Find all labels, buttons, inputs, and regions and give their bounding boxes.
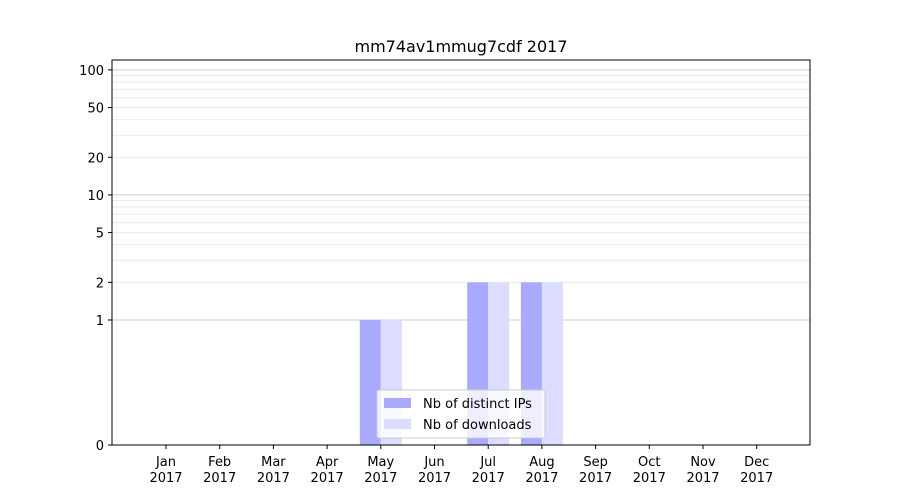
y-tick-label: 1 <box>96 314 104 329</box>
y-tick-label: 50 <box>87 102 104 117</box>
bar-distinct-ips <box>359 319 381 445</box>
legend-label-downloads: Nb of downloads <box>423 418 532 433</box>
y-tick-label: 100 <box>79 64 104 79</box>
y-tick-label: 10 <box>87 189 104 204</box>
x-tick-label-month: Jun <box>423 455 444 470</box>
x-tick-label-month: Dec <box>744 455 769 470</box>
legend: Nb of distinct IPs Nb of downloads <box>376 389 546 439</box>
x-tick-label-year: 2017 <box>149 471 182 486</box>
y-tick-label: 2 <box>96 276 104 291</box>
plot-frame <box>111 59 811 446</box>
x-tick-label-month: Apr <box>316 455 339 470</box>
x-tick-label-month: Mar <box>261 455 286 470</box>
x-tick-label-month: Jan <box>155 455 176 470</box>
x-tick-label-month: Aug <box>529 455 554 470</box>
legend-label-distinct-ips: Nb of distinct IPs <box>423 397 532 412</box>
x-axis: Jan2017Feb2017Mar2017Apr2017May2017Jun20… <box>149 445 773 486</box>
x-tick-label-year: 2017 <box>203 471 236 486</box>
y-tick-label: 0 <box>96 439 104 454</box>
x-tick-label-month: Nov <box>690 455 716 470</box>
x-tick-label-month: May <box>367 455 394 470</box>
y-axis: 0 1 2 5 10 20 50 100 <box>79 64 112 454</box>
bar-downloads <box>541 282 563 445</box>
x-tick-label-year: 2017 <box>579 471 612 486</box>
x-tick-label-year: 2017 <box>311 471 344 486</box>
legend-swatch-distinct-ips <box>384 398 411 408</box>
x-tick-label-month: Feb <box>208 455 231 470</box>
y-tick-label: 20 <box>87 151 104 166</box>
x-tick-label-year: 2017 <box>364 471 397 486</box>
x-tick-label-year: 2017 <box>633 471 666 486</box>
x-tick-label-year: 2017 <box>418 471 451 486</box>
grid <box>112 69 810 321</box>
chart-title: mm74av1mmug7cdf 2017 <box>354 37 567 56</box>
legend-swatch-downloads <box>384 419 411 429</box>
legend-frame <box>376 389 546 439</box>
x-tick-label-year: 2017 <box>525 471 558 486</box>
x-tick-label-year: 2017 <box>686 471 719 486</box>
y-tick-label: 5 <box>96 227 104 242</box>
x-tick-label-year: 2017 <box>257 471 290 486</box>
x-tick-label-year: 2017 <box>740 471 773 486</box>
x-tick-label-month: Oct <box>638 455 660 470</box>
x-tick-label-year: 2017 <box>472 471 505 486</box>
x-tick-label-month: Sep <box>583 455 608 470</box>
x-tick-label-month: Jul <box>479 455 496 470</box>
